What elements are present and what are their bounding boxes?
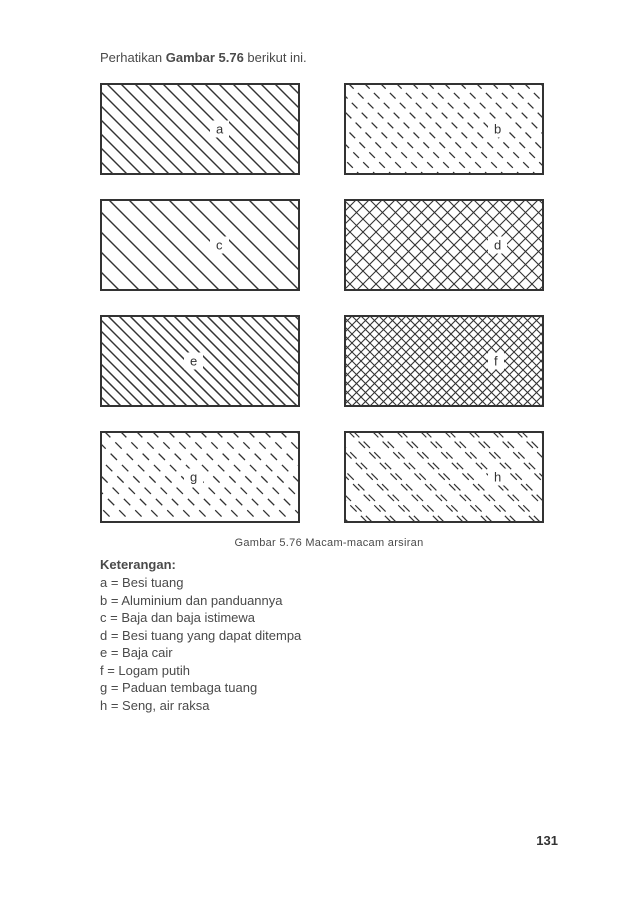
hatch-label-b: b	[488, 121, 507, 138]
hatch-label-a: a	[210, 121, 229, 138]
legend-item: h = Seng, air raksa	[100, 697, 558, 715]
legend-item: b = Aluminium dan panduannya	[100, 592, 558, 610]
hatch-grid: a b c d e	[100, 83, 558, 523]
hatch-cell-c: c	[100, 199, 300, 291]
hatch-cell-a: a	[100, 83, 300, 175]
intro-text: Perhatikan Gambar 5.76 berikut ini.	[100, 50, 558, 65]
hatch-cell-d: d	[344, 199, 544, 291]
hatch-label-h: h	[488, 469, 507, 486]
legend-item: g = Paduan tembaga tuang	[100, 679, 558, 697]
hatch-cell-g: g	[100, 431, 300, 523]
legend-item: c = Baja dan baja istimewa	[100, 609, 558, 627]
legend-item: f = Logam putih	[100, 662, 558, 680]
legend-item: d = Besi tuang yang dapat ditempa	[100, 627, 558, 645]
legend-item: e = Baja cair	[100, 644, 558, 662]
hatch-label-e: e	[184, 353, 203, 370]
page-content: Perhatikan Gambar 5.76 berikut ini. a b …	[0, 0, 638, 714]
hatch-label-f: f	[488, 353, 504, 370]
figure-caption: Gambar 5.76 Macam-macam arsiran	[100, 537, 558, 549]
hatch-label-d: d	[488, 237, 507, 254]
legend-title: Keterangan:	[100, 557, 558, 572]
intro-bold: Gambar 5.76	[166, 50, 244, 65]
page-number: 131	[536, 833, 558, 848]
legend-item: a = Besi tuang	[100, 574, 558, 592]
hatch-cell-f: f	[344, 315, 544, 407]
hatch-cell-b: b	[344, 83, 544, 175]
hatch-cell-h: h	[344, 431, 544, 523]
hatch-label-c: c	[210, 237, 229, 254]
intro-prefix: Perhatikan	[100, 50, 166, 65]
hatch-label-g: g	[184, 469, 203, 486]
hatch-cell-e: e	[100, 315, 300, 407]
legend-list: a = Besi tuangb = Aluminium dan panduann…	[100, 574, 558, 714]
intro-suffix: berikut ini.	[244, 50, 307, 65]
